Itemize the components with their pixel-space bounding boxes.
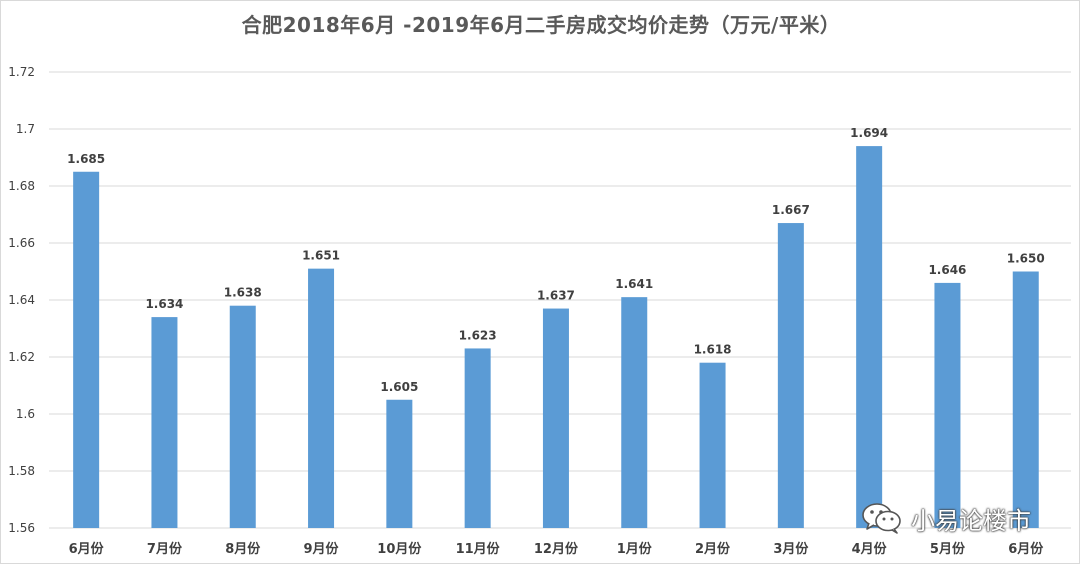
data-labels: 1.685 1.634 1.638 1.651 1.605 1.623 1.637 1.641… xyxy=(67,126,1045,394)
y-tick-label: 1.56 xyxy=(8,521,35,535)
bar xyxy=(621,297,648,528)
x-tick-label: 1月份 xyxy=(617,541,653,557)
data-label: 1.685 xyxy=(67,152,105,166)
bars xyxy=(73,146,1039,529)
data-label: 1.605 xyxy=(380,380,418,394)
bar xyxy=(856,146,883,528)
x-tick-label: 9月份 xyxy=(304,541,340,557)
y-axis-ticks: 1.56 1.58 1.6 1.62 1.64 1.66 1.68 1.7 1.72 xyxy=(8,65,35,535)
y-tick-label: 1.7 xyxy=(16,122,35,136)
y-tick-label: 1.64 xyxy=(8,293,35,307)
y-tick-label: 1.68 xyxy=(8,179,35,193)
bar xyxy=(386,399,413,528)
x-tick-label: 8月份 xyxy=(225,541,261,557)
data-label: 1.637 xyxy=(537,289,575,303)
bar xyxy=(151,317,178,528)
y-tick-label: 1.6 xyxy=(16,407,35,421)
y-tick-label: 1.62 xyxy=(8,350,35,364)
data-label: 1.638 xyxy=(224,286,262,300)
x-axis-ticks: 6月份 7月份 8月份 9月份 10月份 11月份 12月份 1月份 2月份 3月份 4月份 5月份 6… xyxy=(69,541,1045,557)
data-label: 1.634 xyxy=(145,297,183,311)
data-label: 1.650 xyxy=(1007,252,1045,266)
x-tick-label: 6月份 xyxy=(1008,541,1044,557)
x-tick-label: 6月份 xyxy=(69,541,105,557)
data-label: 1.694 xyxy=(850,126,888,140)
data-label: 1.651 xyxy=(302,249,340,263)
wechat-icon xyxy=(862,503,901,534)
bar xyxy=(73,171,100,528)
bar xyxy=(1012,271,1039,528)
watermark: 小易论楼市 xyxy=(861,501,1031,535)
bar xyxy=(308,268,335,528)
watermark-text: 小易论楼市 xyxy=(911,506,1031,535)
data-label: 1.646 xyxy=(928,263,966,277)
bar xyxy=(464,348,491,528)
x-tick-label: 5月份 xyxy=(930,541,966,557)
y-tick-label: 1.58 xyxy=(8,464,35,478)
data-label: 1.623 xyxy=(459,328,497,342)
x-tick-label: 10月份 xyxy=(377,541,422,557)
bar xyxy=(229,305,256,528)
y-tick-label: 1.66 xyxy=(8,236,35,250)
data-label: 1.618 xyxy=(694,343,732,357)
bar xyxy=(934,282,961,528)
y-tick-label: 1.72 xyxy=(8,65,35,79)
data-label: 1.667 xyxy=(772,203,810,217)
data-label: 1.641 xyxy=(615,277,653,291)
x-tick-label: 12月份 xyxy=(534,541,579,557)
bar xyxy=(542,308,569,528)
bar xyxy=(699,362,726,528)
chart-title: 合肥2018年6月 -2019年6月二手房成交均价走势（万元/平米） xyxy=(241,13,841,37)
x-tick-label: 4月份 xyxy=(852,541,888,557)
x-tick-label: 3月份 xyxy=(773,541,809,557)
x-tick-label: 7月份 xyxy=(147,541,183,557)
bar xyxy=(777,223,804,529)
x-tick-label: 2月份 xyxy=(695,541,731,557)
x-tick-label: 11月份 xyxy=(456,541,501,557)
